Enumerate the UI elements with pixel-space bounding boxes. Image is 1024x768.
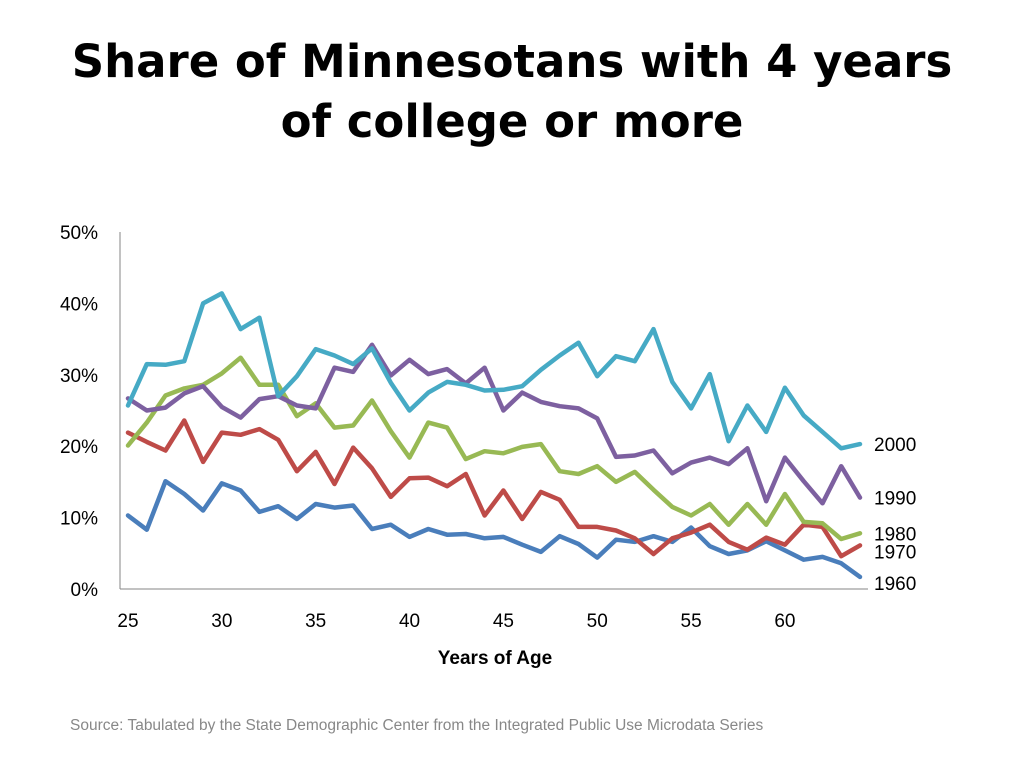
series-label-1990: 1990 bbox=[874, 489, 916, 510]
axes: 0% 10% 20% 30% 40% 50% 25 30 35 40 45 50 55 60 Years o… bbox=[60, 223, 868, 669]
series-lines bbox=[125, 291, 863, 580]
series-label-1970: 1970 bbox=[874, 542, 916, 563]
y-tick-label: 30% bbox=[60, 366, 98, 387]
y-tick-label: 10% bbox=[60, 509, 98, 530]
x-tick-label: 30 bbox=[211, 611, 232, 632]
x-tick-label: 60 bbox=[774, 611, 795, 632]
source-note: Source: Tabulated by the State Demograph… bbox=[70, 717, 764, 734]
series-line-1970 bbox=[125, 418, 863, 559]
x-tick-label: 40 bbox=[399, 611, 420, 632]
y-tick-label: 40% bbox=[60, 294, 98, 315]
series-line-1980 bbox=[125, 355, 863, 542]
series-label-1980: 1980 bbox=[874, 524, 916, 545]
x-tick-label: 25 bbox=[117, 611, 138, 632]
series-line-2000 bbox=[125, 291, 863, 451]
chart-title: Share of Minnesotans with 4 years of col… bbox=[71, 35, 953, 148]
series-line-1990 bbox=[125, 342, 863, 506]
series-label-1960: 1960 bbox=[874, 574, 916, 595]
y-tick-label: 0% bbox=[71, 580, 99, 601]
y-tick-label: 50% bbox=[60, 223, 98, 244]
x-tick-label: 50 bbox=[587, 611, 608, 632]
x-tick-label: 35 bbox=[305, 611, 326, 632]
y-tick-label: 20% bbox=[60, 437, 98, 458]
x-tick-label: 45 bbox=[493, 611, 514, 632]
series-label-2000: 2000 bbox=[874, 435, 916, 456]
x-tick-label: 55 bbox=[681, 611, 702, 632]
series-line-1960 bbox=[125, 478, 863, 580]
x-axis-label: Years of Age bbox=[438, 648, 552, 669]
